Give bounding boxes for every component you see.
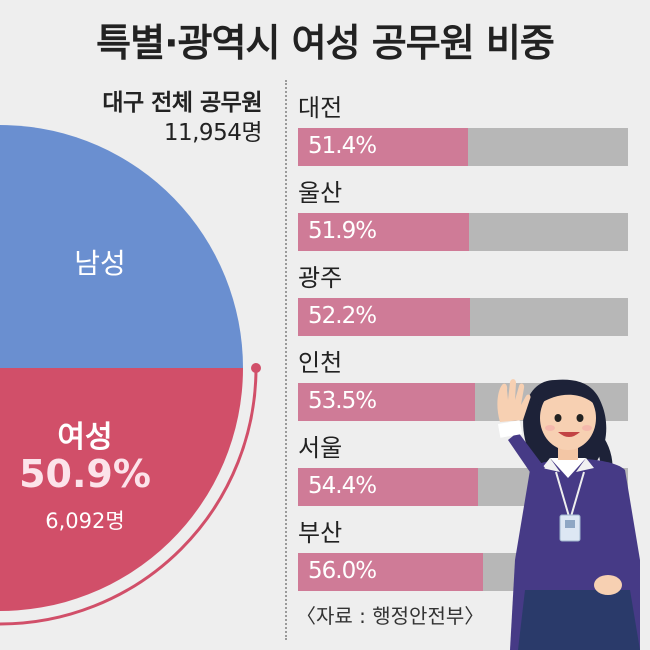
- city-label-4: 서울: [298, 434, 343, 462]
- bar-value-3: 53.5%: [308, 388, 377, 414]
- bar-value-2: 52.2%: [308, 303, 377, 329]
- city-label-5: 부산: [298, 519, 343, 547]
- total-label: 대구 전체 공무원: [102, 90, 262, 116]
- female-arc-marker: [0, 367, 258, 626]
- city-label-3: 인천: [298, 349, 343, 377]
- female-percent: 50.9%: [19, 452, 151, 496]
- bar-fill-1: [298, 213, 470, 251]
- bar-value-5: 56.0%: [308, 558, 377, 584]
- city-label-1: 울산: [298, 179, 343, 207]
- chart-title: 특별·광역시 여성 공무원 비중: [96, 21, 555, 65]
- bar-track-2: 52.2%: [298, 298, 628, 336]
- bar-fill-0: [298, 128, 468, 166]
- city-label-2: 광주: [298, 264, 343, 292]
- pie-slice-female: [0, 368, 243, 611]
- pie-slice-male: [0, 125, 243, 368]
- female-label: 여성: [57, 420, 113, 455]
- city-label-0: 대전: [298, 94, 343, 122]
- divider-line: [285, 80, 287, 640]
- bar-value-0: 51.4%: [308, 133, 377, 159]
- bar-fill-5: [298, 553, 483, 591]
- source-note: 〈자료 : 행정안전부〉: [296, 604, 485, 628]
- male-label: 남성: [74, 247, 126, 280]
- pie-chart: [0, 125, 261, 626]
- bar-track-1: 51.9%: [298, 213, 628, 251]
- total-count: 11,954명: [163, 120, 263, 146]
- bar-fill-2: [298, 298, 471, 336]
- bar-value-1: 51.9%: [308, 218, 377, 244]
- female-count: 6,092명: [45, 509, 125, 533]
- bar-fill-3: [298, 383, 475, 421]
- bar-value-4: 54.4%: [308, 473, 377, 499]
- total-employees: 대구 전체 공무원 11,954명: [102, 88, 262, 148]
- arc-dot-marker: [251, 363, 261, 373]
- bar-track-0: 51.4%: [298, 128, 628, 166]
- bar-fill-4: [298, 468, 478, 506]
- waving-woman-illustration: [497, 379, 640, 650]
